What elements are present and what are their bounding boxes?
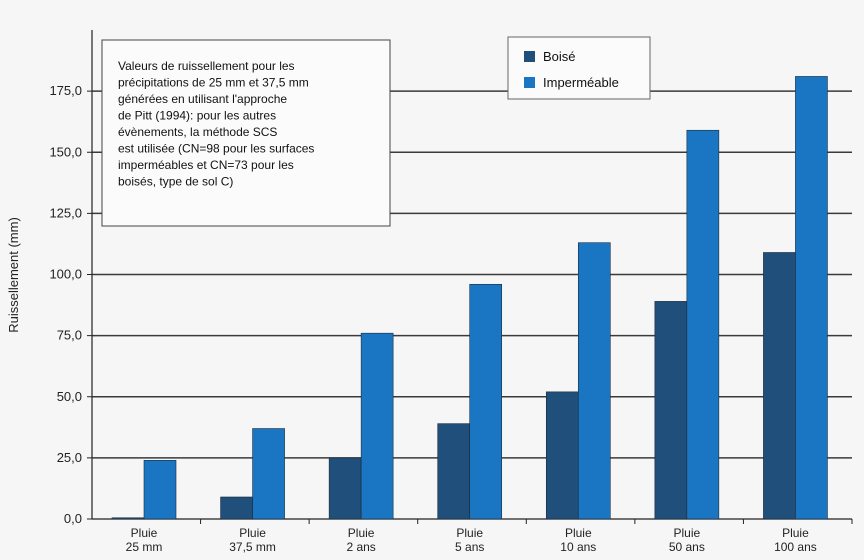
annotation-text: Valeurs de ruissellement pour les précipi… [118, 59, 314, 189]
x-tick-label: Pluie [348, 526, 375, 540]
y-tick-labels: 0,0 25,0 50,0 75,0 100,0 125,0 150,0 175,0 [49, 83, 92, 526]
annotation-line: est utilisée (CN=98 pour les surfaces [118, 142, 314, 156]
annotation-box: Valeurs de ruissellement pour les précipi… [101, 39, 391, 227]
bar-impermeable [686, 129, 720, 520]
bar-boise [437, 423, 471, 520]
y-tick-label: 50,0 [57, 389, 82, 404]
bar-impermeable [252, 428, 285, 520]
legend-swatch-impermeable [524, 77, 535, 88]
bars [111, 76, 828, 520]
bar-boise [220, 496, 253, 520]
y-axis-title: Ruissellement (mm) [6, 217, 21, 333]
annotation-line: précipitations de 25 mm et 37,5 mm [118, 76, 309, 90]
legend-frame [507, 36, 651, 100]
bar-boise [545, 391, 579, 520]
bar-impermeable [577, 242, 611, 520]
legend-swatch-boise [524, 51, 535, 62]
x-tick-label: 25 mm [126, 540, 163, 554]
x-tick-label: 5 ans [455, 540, 484, 554]
bar-impermeable [360, 332, 394, 520]
x-tick-label: Pluie [131, 526, 158, 540]
y-tick-label: 175,0 [49, 83, 82, 98]
x-tick-label: Pluie [239, 526, 266, 540]
y-tick-label: 75,0 [57, 328, 82, 343]
legend-label-boise: Boisé [543, 49, 576, 64]
annotation-line: boisés, type de sol C) [118, 175, 233, 189]
legend-label-impermeable: Imperméable [543, 75, 619, 90]
y-tick-label: 25,0 [57, 450, 82, 465]
annotation-line: imperméables et CN=73 pour les [118, 158, 294, 172]
annotation-line: de Pitt (1994): pour les autres [118, 109, 276, 123]
x-tick-label: 100 ans [774, 540, 817, 554]
legend: Boisé Imperméable [507, 36, 651, 100]
x-tick-label: Pluie [782, 526, 809, 540]
x-tick-label: 2 ans [346, 540, 375, 554]
y-tick-label: 0,0 [64, 511, 82, 526]
annotation-line: générées en utilisant l'approche [118, 92, 287, 106]
x-tick-label: Pluie [565, 526, 592, 540]
x-tick-label: Pluie [456, 526, 483, 540]
annotation-frame [101, 39, 391, 227]
y-tick-label: 150,0 [49, 144, 82, 159]
bar-boise [654, 301, 688, 520]
bar-boise [328, 457, 362, 520]
bar-impermeable [143, 460, 177, 520]
bar-impermeable [469, 283, 503, 520]
x-tick-label: 37,5 mm [229, 540, 276, 554]
x-tick-label: Pluie [674, 526, 701, 540]
annotation-line: évènements, la méthode SCS [118, 125, 277, 139]
bar-impermeable [795, 76, 828, 520]
annotation-line: Valeurs de ruissellement pour les [118, 59, 295, 73]
y-tick-label: 125,0 [49, 205, 82, 220]
x-tick-label: 10 ans [560, 540, 596, 554]
bar-boise [763, 252, 796, 520]
y-tick-label: 100,0 [49, 267, 82, 282]
bar-boise [111, 517, 145, 520]
x-tick-label: 50 ans [669, 540, 705, 554]
